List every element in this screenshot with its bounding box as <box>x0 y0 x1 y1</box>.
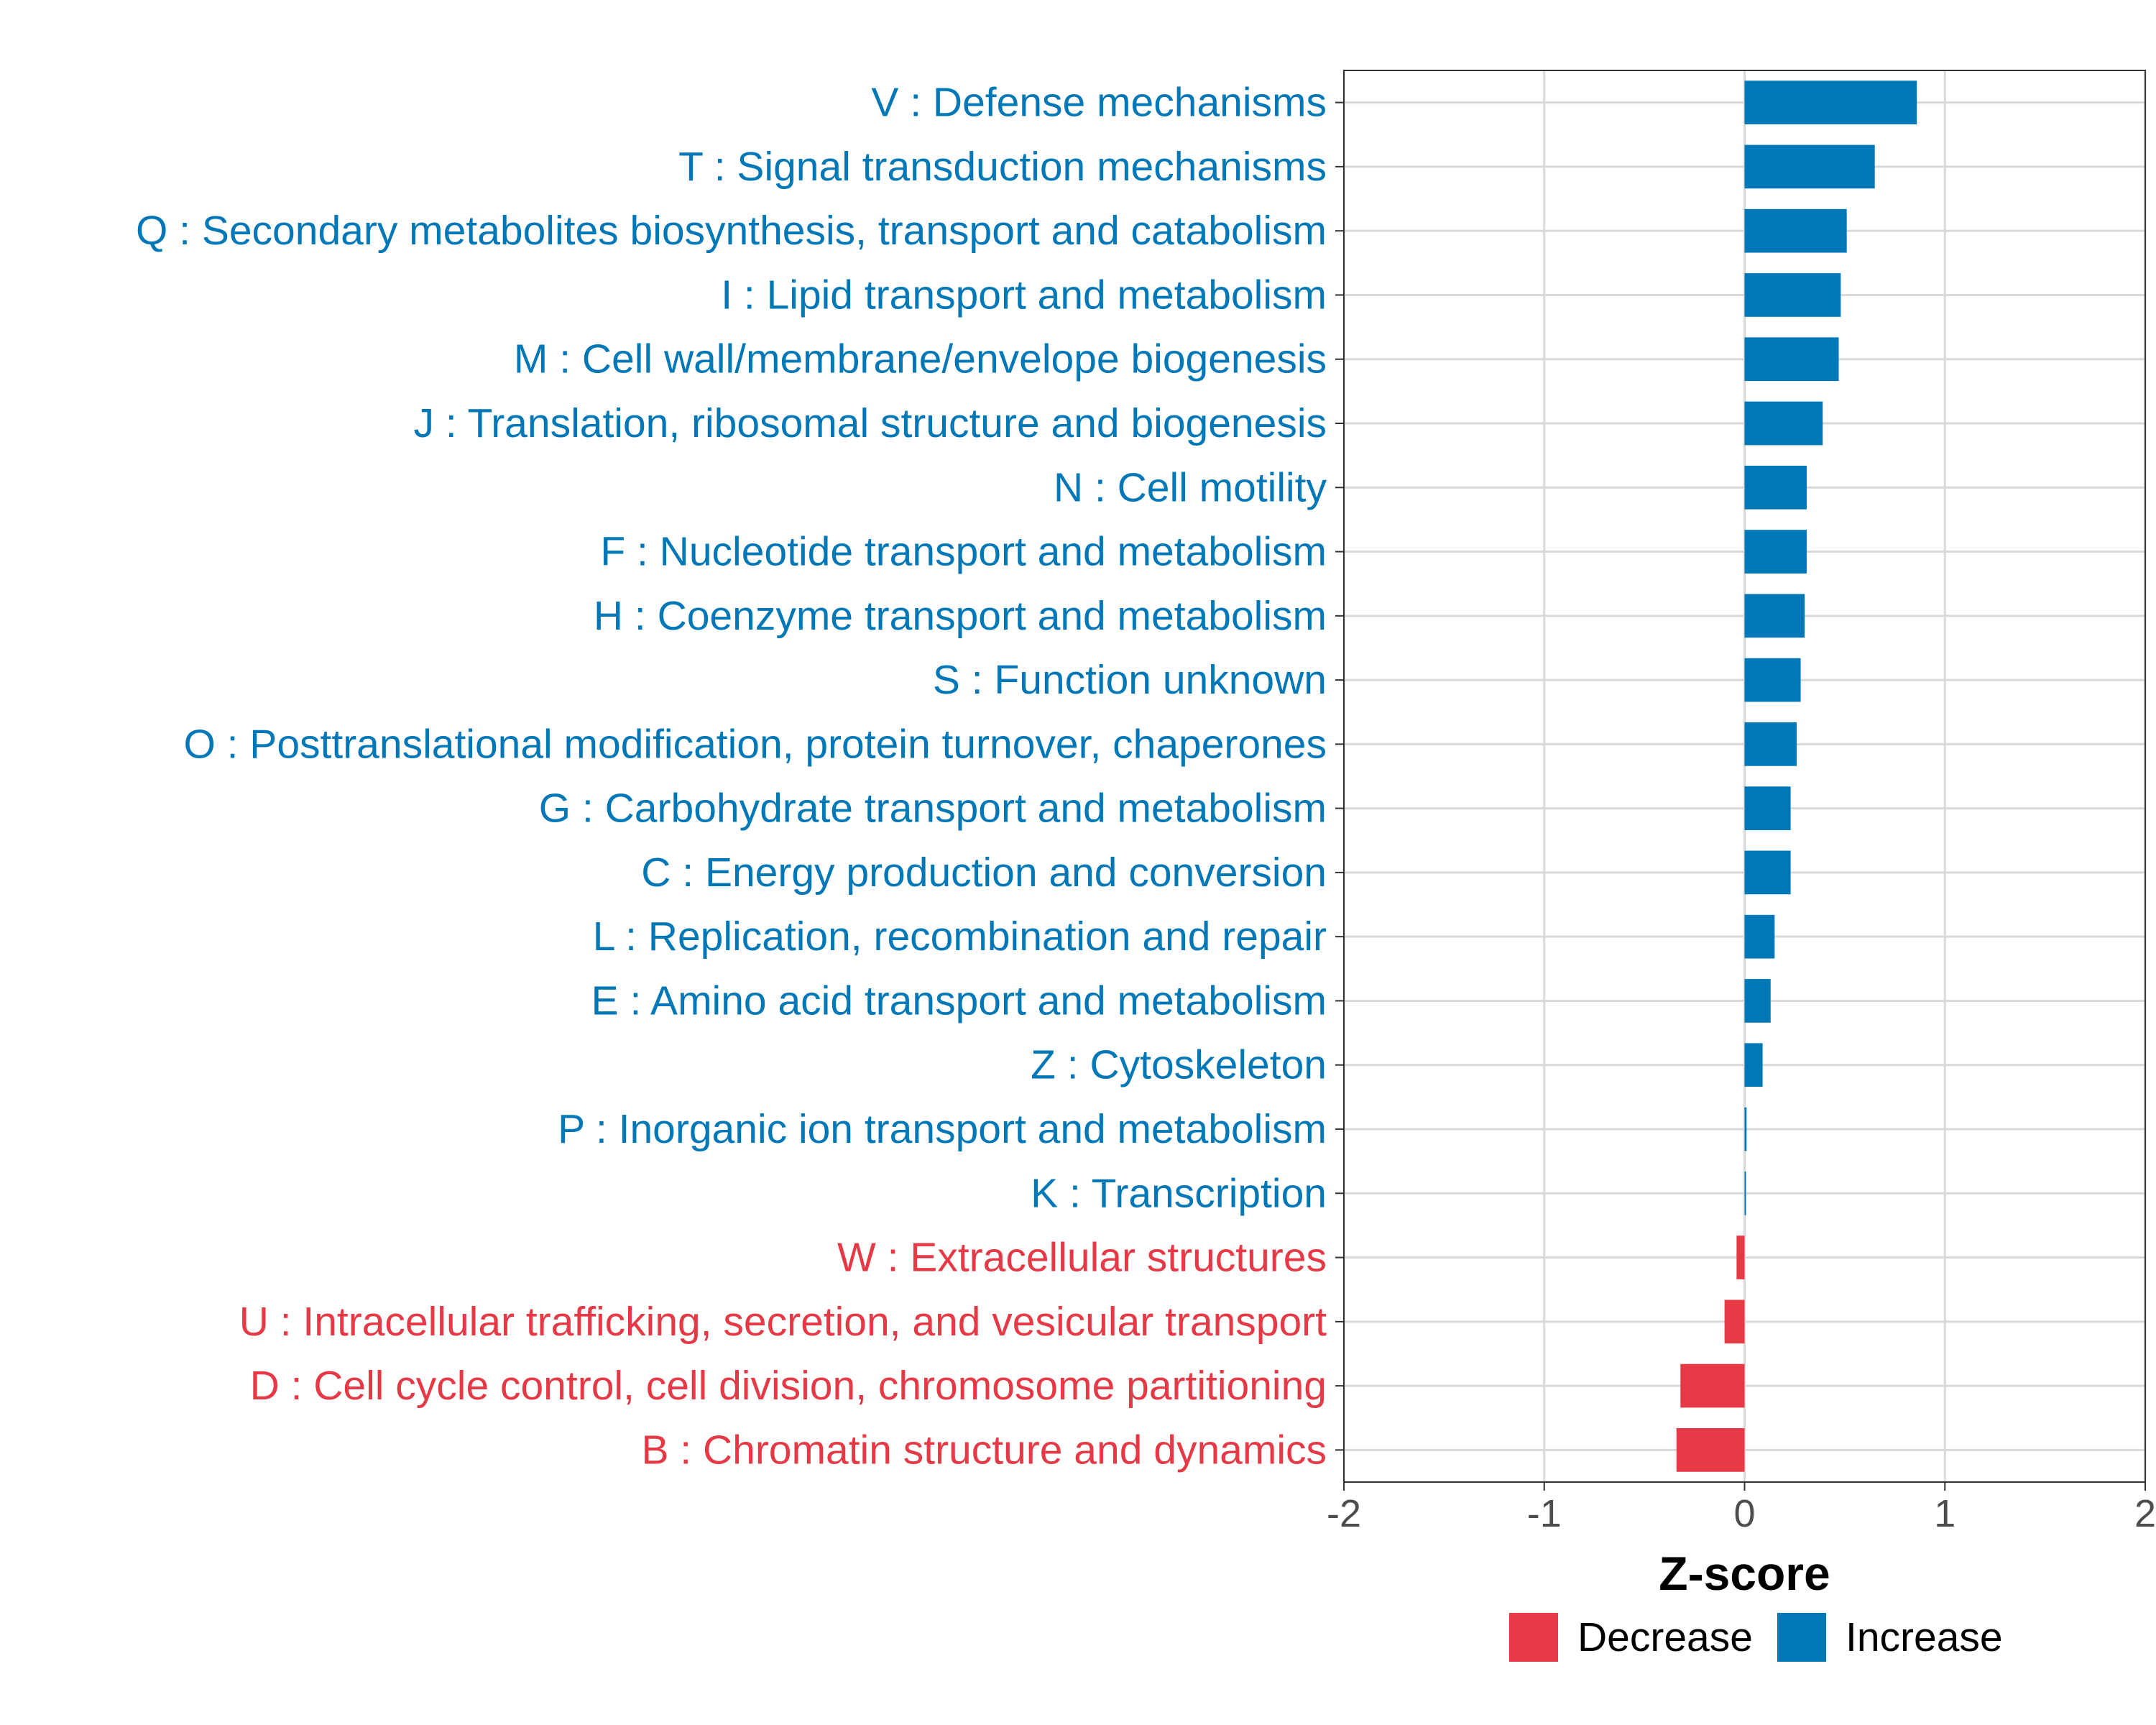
legend-label-decrease: Decrease <box>1577 1614 1753 1660</box>
bar-t <box>1744 144 1875 189</box>
bar-s <box>1744 658 1801 702</box>
category-label-w: W : Extracellular structures <box>837 1235 1327 1281</box>
bar-u <box>1724 1300 1745 1344</box>
category-label-n: N : Cell motility <box>1054 464 1327 510</box>
legend: Decrease Increase <box>1509 1613 2003 1662</box>
category-label-j: J : Translation, ribosomal structure and… <box>414 400 1327 446</box>
bar-q <box>1744 208 1847 253</box>
category-label-f: F : Nucleotide transport and metabolism <box>600 529 1327 575</box>
category-label-q: Q : Secondary metabolites biosynthesis, … <box>136 208 1327 254</box>
bar-n <box>1744 465 1807 510</box>
category-label-p: P : Inorganic ion transport and metaboli… <box>558 1106 1327 1152</box>
bar-o <box>1744 722 1797 766</box>
y-axis-category-labels: V : Defense mechanisms T : Signal transdu… <box>136 80 1327 1473</box>
category-label-e: E : Amino acid transport and metabolism <box>591 978 1327 1024</box>
bar-g <box>1744 786 1791 830</box>
bar-k <box>1744 1171 1746 1215</box>
bar-c <box>1744 850 1791 895</box>
x-tick-label: 2 <box>2134 1492 2156 1535</box>
x-axis-ticks: -2 -1 0 1 2 <box>1327 1482 2156 1535</box>
category-label-u: U : Intracellular trafficking, secretion… <box>239 1299 1327 1345</box>
category-label-b: B : Chromatin structure and dynamics <box>641 1427 1327 1473</box>
legend-swatch-increase <box>1777 1613 1826 1662</box>
category-label-k: K : Transcription <box>1031 1170 1327 1216</box>
x-axis-title: Z-score <box>1659 1547 1830 1600</box>
category-label-d: D : Cell cycle control, cell division, c… <box>250 1363 1327 1409</box>
x-tick-label: 0 <box>1733 1492 1755 1535</box>
x-tick-label: -2 <box>1327 1492 1361 1535</box>
bar-d <box>1680 1363 1745 1408</box>
category-label-v: V : Defense mechanisms <box>871 80 1327 126</box>
bar-b <box>1676 1428 1745 1472</box>
bar-l <box>1744 914 1775 959</box>
bar-z <box>1744 1043 1763 1087</box>
category-label-i: I : Lipid transport and metabolism <box>721 272 1327 318</box>
category-label-l: L : Replication, recombination and repai… <box>593 914 1327 960</box>
category-label-m: M : Cell wall/membrane/envelope biogenes… <box>514 336 1327 382</box>
x-tick-label: -1 <box>1527 1492 1562 1535</box>
bar-j <box>1744 401 1823 446</box>
category-label-g: G : Carbohydrate transport and metabolis… <box>539 786 1327 832</box>
category-label-c: C : Energy production and conversion <box>641 850 1327 896</box>
category-label-o: O : Posttranslational modification, prot… <box>183 721 1327 767</box>
bar-h <box>1744 594 1805 638</box>
bar-e <box>1744 979 1771 1023</box>
bar-v <box>1744 80 1917 124</box>
category-label-z: Z : Cytoskeleton <box>1031 1042 1327 1088</box>
bars <box>1676 80 1917 1472</box>
bar-f <box>1744 530 1807 574</box>
category-label-h: H : Coenzyme transport and metabolism <box>594 593 1327 639</box>
legend-swatch-decrease <box>1509 1613 1558 1662</box>
x-tick-label: 1 <box>1934 1492 1955 1535</box>
bar-p <box>1744 1107 1747 1151</box>
bar-i <box>1744 273 1841 317</box>
bar-w <box>1736 1236 1745 1279</box>
category-label-t: T : Signal transduction mechanisms <box>678 144 1327 190</box>
category-label-s: S : Function unknown <box>933 657 1327 703</box>
bar-m <box>1744 337 1839 382</box>
legend-label-increase: Increase <box>1846 1614 2003 1660</box>
y-axis-ticks <box>1335 101 1344 1451</box>
